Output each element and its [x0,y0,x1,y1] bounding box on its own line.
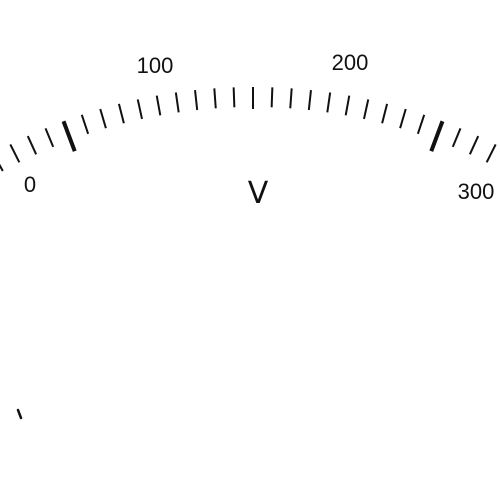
minor-tick-115 [117,103,125,124]
minor-tick-145 [232,87,236,108]
minor-tick-195 [416,114,426,135]
scale-label-200: 200 [332,50,369,75]
minor-tick-120 [136,99,143,120]
minor-tick-125 [155,95,162,116]
minor-tick-160 [289,88,293,109]
major-tick-200 [429,120,445,152]
minor-tick-190 [399,108,407,129]
needle-fragment [16,408,23,420]
minor-tick-80 [0,163,4,172]
scale-ticks [0,87,497,172]
minor-tick-185 [381,103,389,124]
minor-tick-95 [44,127,55,148]
minor-tick-155 [270,87,274,108]
minor-tick-175 [344,95,351,116]
minor-tick-210 [468,135,480,155]
minor-tick-215 [485,144,497,163]
minor-tick-90 [26,135,38,155]
minor-tick-140 [213,88,217,109]
scale-label-100: 100 [137,53,174,78]
scale-label-300: 300 [458,179,495,204]
minor-tick-165 [307,90,312,111]
minor-tick-85 [9,144,21,163]
minor-tick-170 [326,92,332,113]
scale-label-0: 0 [24,172,36,197]
major-tick-100 [61,120,77,152]
unit-label: V [248,176,269,211]
minor-tick-180 [363,99,370,120]
minor-tick-205 [451,127,462,148]
minor-tick-130 [174,92,180,113]
minor-tick-135 [194,90,199,111]
minor-tick-110 [99,108,107,129]
minor-tick-105 [80,114,90,135]
